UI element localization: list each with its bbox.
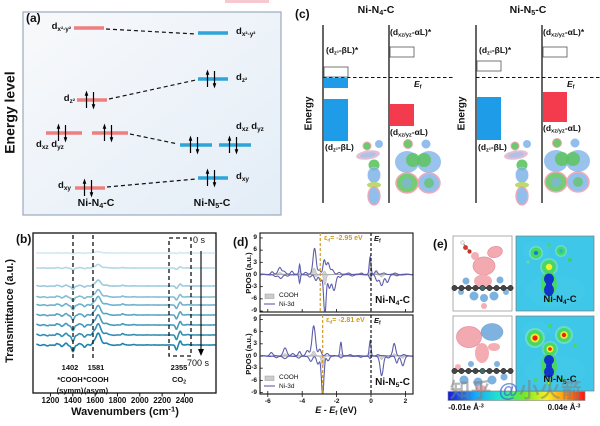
c-d1-bonding-dz2: (dz²-βL) xyxy=(325,142,354,154)
e-scale-max-label: 0.04e Å-3 xyxy=(547,403,581,412)
d-y-tick-label: -6 xyxy=(251,376,257,384)
panel-c-mo-diagram: (c) Ni-N4-C Ni-N5-C Energy Energy (dz²-β… xyxy=(290,0,600,225)
c-d2-title: Ni-N5-C xyxy=(509,4,547,18)
d-y-tick-label: 3 xyxy=(253,340,257,348)
d-y-tick-label: -3 xyxy=(251,364,257,372)
d-y-tick-label: 0 xyxy=(253,270,257,278)
orbital-label-dz2-left: dz² xyxy=(63,93,75,105)
time-end-label: 700 s xyxy=(187,358,210,368)
watermark-prefix: 知乎 xyxy=(450,380,499,402)
energy-level-canvas xyxy=(22,11,282,216)
b-annotation: 1402 xyxy=(61,363,79,372)
c-d2-energy-label: Energy xyxy=(456,96,468,131)
d-x-tick-label: -4 xyxy=(299,397,306,405)
d-bottom-ed-label: εd= -2.81 eV xyxy=(326,317,365,326)
e-bottom-system-label: Ni-N5-C xyxy=(543,374,577,386)
d-y-tick-label: -9 xyxy=(251,388,257,396)
orbital-label-dx2y2-left: dx²-y² xyxy=(51,21,71,33)
time-start-label: 0 s xyxy=(193,235,206,245)
d-y-tick-label: 9 xyxy=(253,234,257,242)
c-d1-bonding-dxzyz: (dxz/yz-αL) xyxy=(390,127,428,139)
orbital-label-dxy-left: dxy xyxy=(58,180,71,192)
panel-b-ftir-spectra: (b) Transmittance (a.u.) Wavenumbers (cm… xyxy=(0,225,230,426)
d-top-legend-cooh: COOH xyxy=(279,292,299,299)
pdos-canvas xyxy=(259,232,414,397)
d-y-tick-label: -6 xyxy=(251,295,257,303)
panel-a-tag: (a) xyxy=(26,11,41,25)
group-label-ni-n5-c: Ni-N5-C xyxy=(193,197,231,211)
b-x-tick-label: 1800 xyxy=(108,396,127,405)
d-top-ed-label: εd= -2.95 eV xyxy=(324,235,363,244)
d-x-tick-label: 2 xyxy=(403,397,408,405)
b-x-tick-label: 2000 xyxy=(130,396,149,405)
c-d2-fermi-label: Ef xyxy=(567,79,575,91)
d-top-legend-ni3d: Ni-3d xyxy=(279,301,295,308)
orbital-label-dxy-right: dxy xyxy=(236,171,249,183)
b-x-tick-label: 1400 xyxy=(63,396,82,405)
d-x-tick-label: 0 xyxy=(369,397,373,405)
c-d1-energy-label: Energy xyxy=(303,96,315,131)
d-y-tick-label: -3 xyxy=(251,282,257,290)
c-d1-antibonding-dz2: (dz²-βL)* xyxy=(326,45,359,57)
d-x-axis-label: E - Ef (eV) xyxy=(315,405,357,417)
c-d2-antibonding-dz2: (dz²-βL)* xyxy=(479,45,512,57)
panel-d-pdos-plots: (d) PDOS (a.u.) PDOS (a.u.) E - Ef (eV) … xyxy=(228,228,428,426)
mo-diagram-canvas xyxy=(322,25,600,206)
panel-d-tag: (d) xyxy=(233,235,249,249)
b-annotation: (symm) xyxy=(56,386,84,395)
d-x-tick-label: -6 xyxy=(264,397,271,405)
group-label-ni-n4-c: Ni-N4-C xyxy=(77,197,115,211)
b-x-tick-label: 2200 xyxy=(153,396,172,405)
panel-b-y-axis-label: Transmittance (a.u.) xyxy=(4,258,17,363)
d-top-system-label: Ni-N4-C xyxy=(375,295,410,308)
b-x-tick-label: 1200 xyxy=(41,396,60,405)
orbital-label-dz2-right: dz² xyxy=(236,72,248,84)
b-annotation: 1581 xyxy=(87,363,105,372)
panel-a-energy-level-diagram: (a) Energy level dx²-y² dz² dxz dyz dxy … xyxy=(0,0,290,225)
c-d1-antibonding-dxzyz: (dxz/yz-αL)* xyxy=(390,27,432,39)
orbital-label-dxzdyz-left: dxz dyz xyxy=(36,139,64,151)
panel-e-tag: (e) xyxy=(433,237,448,251)
d-y-tick-label: 3 xyxy=(253,258,257,266)
d-y-tick-label: 0 xyxy=(253,352,257,360)
d-bottom-legend-cooh: COOH xyxy=(279,374,299,381)
ftir-canvas xyxy=(32,232,217,397)
d-y-tick-label: -9 xyxy=(251,307,257,315)
b-annotation: CO2 xyxy=(171,374,187,386)
d-x-tick-label: -2 xyxy=(333,397,340,405)
c-d2-bonding-dxzyz: (dxz/yz-αL) xyxy=(543,123,581,135)
c-d1-fermi-label: Ef xyxy=(414,79,422,91)
crop-artifact xyxy=(225,0,269,3)
b-x-tick-label: 2400 xyxy=(175,396,194,405)
c-d1-title: Ni-N4-C xyxy=(357,4,395,18)
d-bottom-legend-ni3d: Ni-3d xyxy=(279,383,295,390)
orbital-label-dxzdyz-right: dxz dyz xyxy=(236,121,264,133)
watermark-name: 小火箭 xyxy=(519,380,583,402)
d-top-fermi-label: Ef xyxy=(374,234,381,245)
d-y-tick-label: 6 xyxy=(253,327,257,335)
d-bottom-system-label: Ni-N5-C xyxy=(375,377,410,390)
panel-c-tag: (c) xyxy=(295,7,310,21)
panel-e-charge-density: (e) Ni-N4-C Ni-N5-C -0.01e Å-3 0.04e Å-3 xyxy=(428,228,600,426)
d-y-tick-label: 6 xyxy=(253,246,257,254)
c-d2-antibonding-dxzyz: (dxz/yz-αL)* xyxy=(543,27,585,39)
b-annotation: *COOH xyxy=(83,374,109,384)
b-annotation: *COOH xyxy=(57,374,83,384)
orbital-label-dx2y2-right: dx²-y² xyxy=(236,26,256,38)
b-annotation: 2355 xyxy=(170,363,188,372)
e-top-system-label: Ni-N4-C xyxy=(543,294,577,306)
watermark: 知乎 @小火箭 xyxy=(450,380,583,403)
d-bottom-fermi-label: Ef xyxy=(374,316,381,327)
panel-b-x-axis-label: Wavenumbers (cm-1) xyxy=(71,404,179,418)
e-scale-min-label: -0.01e Å-3 xyxy=(448,403,484,412)
b-annotation: (asym) xyxy=(83,386,109,395)
b-x-tick-label: 1600 xyxy=(86,396,104,405)
c-d2-bonding-dz2: (dz²-βL) xyxy=(478,142,507,154)
panel-b-tag: (b) xyxy=(16,232,32,246)
panel-a-y-axis-label: Energy level xyxy=(1,71,18,154)
watermark-at: @ xyxy=(498,380,520,402)
charge-density-canvas xyxy=(447,235,595,401)
d-y-tick-label: 9 xyxy=(253,315,257,323)
